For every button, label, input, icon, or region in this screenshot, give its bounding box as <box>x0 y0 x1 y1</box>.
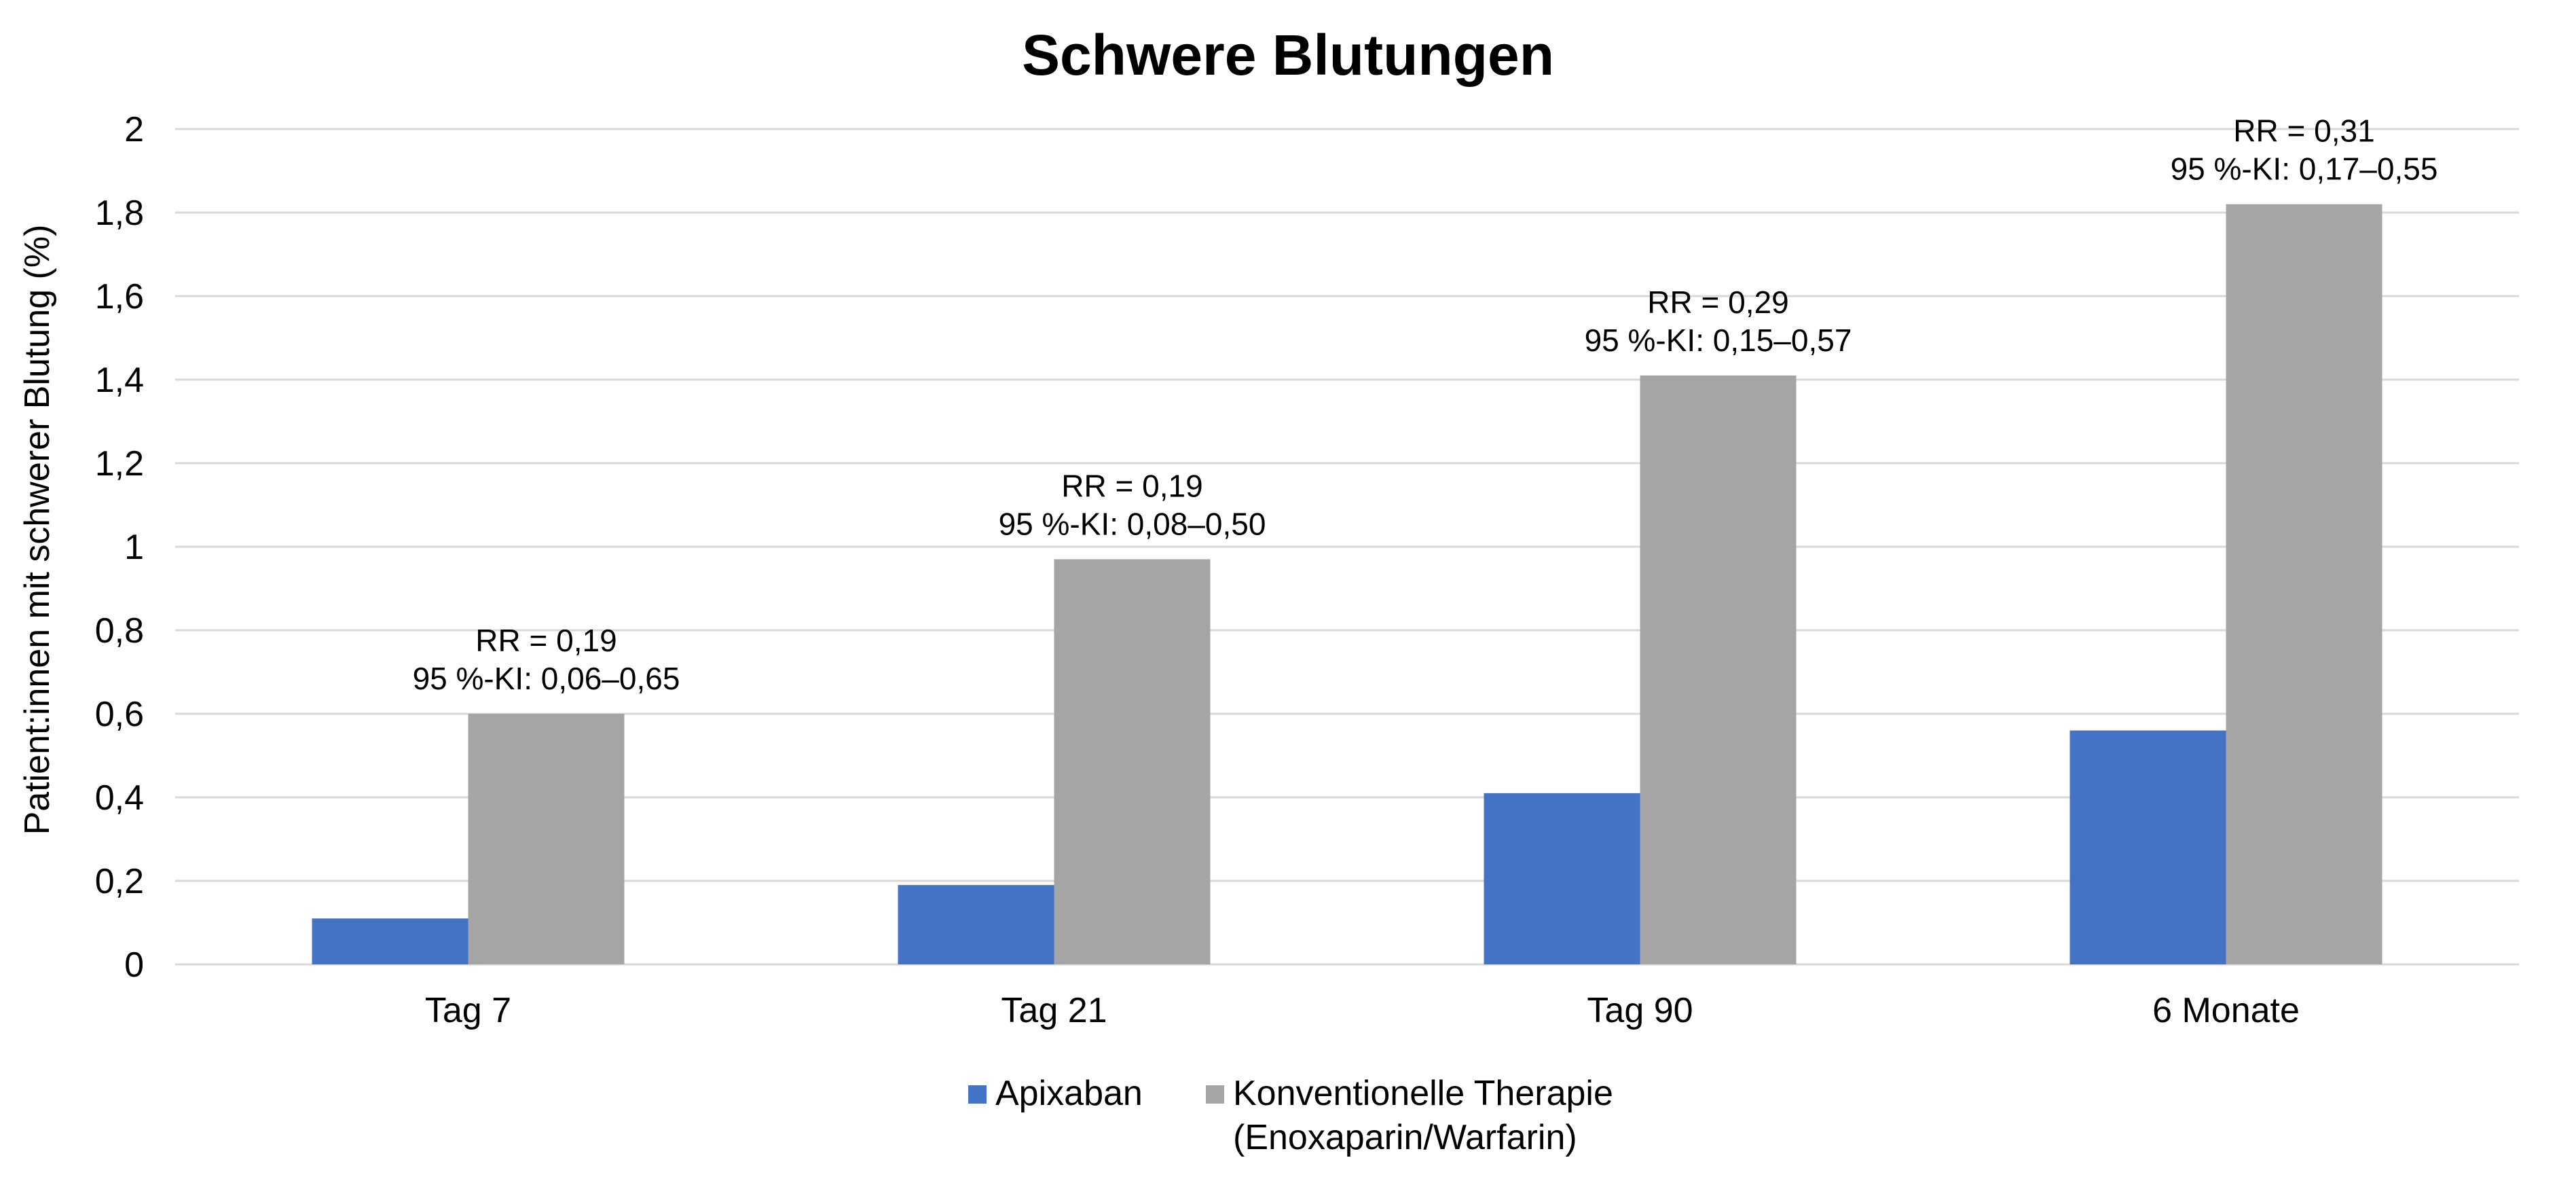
y-axis-label: Patient:innen mit schwerer Blutung (%) <box>18 225 57 835</box>
legend-label-apixaban: Apixaban <box>995 1074 1143 1113</box>
bar-konventionelle-therapie <box>2226 204 2382 965</box>
bar-apixaban <box>1484 793 1640 964</box>
x-category-label: Tag 7 <box>425 991 511 1030</box>
bar-konventionelle-therapie <box>1054 559 1211 964</box>
y-tick-label: 1,4 <box>95 361 144 400</box>
y-tick-label: 0,4 <box>95 778 144 818</box>
bar-konventionelle-therapie <box>468 714 625 964</box>
rr-label: RR = 0,19 <box>475 623 617 658</box>
rr-label: RR = 0,19 <box>1061 468 1202 503</box>
ci-label: 95 %-KI: 0,15–0,57 <box>1585 323 1852 358</box>
bar-apixaban <box>2069 730 2226 964</box>
bar-apixaban <box>898 885 1054 964</box>
y-tick-label: 1 <box>124 528 144 567</box>
legend-swatch-konventionelle-therapie <box>1206 1085 1224 1104</box>
chart-title: Schwere Blutungen <box>1022 23 1554 87</box>
x-category-label: 6 Monate <box>2152 991 2300 1030</box>
legend-swatch-apixaban <box>968 1085 987 1104</box>
x-axis-categories: Tag 7 Tag 21 Tag 90 6 Monate <box>425 991 2300 1030</box>
bar-konventionelle-therapie <box>1640 375 1797 964</box>
rr-label: RR = 0,31 <box>2233 113 2374 149</box>
bars <box>312 204 2382 965</box>
rr-label: RR = 0,29 <box>1647 285 1788 320</box>
legend-label-konventionelle-therapie: Konventionelle Therapie <box>1233 1074 1613 1113</box>
y-tick-label: 1,8 <box>95 194 144 233</box>
ci-label: 95 %-KI: 0,17–0,55 <box>2171 151 2438 187</box>
y-tick-label: 1,2 <box>95 444 144 484</box>
x-category-label: Tag 21 <box>1001 991 1107 1030</box>
bar-apixaban <box>312 918 468 964</box>
ci-label: 95 %-KI: 0,08–0,50 <box>999 506 1266 541</box>
y-tick-label: 1,6 <box>95 277 144 316</box>
y-tick-label: 2 <box>124 110 144 149</box>
y-tick-label: 0,6 <box>95 695 144 734</box>
legend: Apixaban Konventionelle Therapie (Enoxap… <box>968 1074 1613 1157</box>
y-tick-label: 0,2 <box>95 862 144 901</box>
y-tick-label: 0,8 <box>95 611 144 651</box>
ci-label: 95 %-KI: 0,06–0,65 <box>413 661 680 696</box>
y-axis-ticks: 0 0,2 0,4 0,6 0,8 1 1,2 1,4 1,6 1,8 2 <box>95 110 144 985</box>
x-category-label: Tag 90 <box>1587 991 1693 1030</box>
y-tick-label: 0 <box>124 945 144 985</box>
legend-label-konventionelle-therapie-line2: (Enoxaparin/Warfarin) <box>1233 1118 1577 1157</box>
